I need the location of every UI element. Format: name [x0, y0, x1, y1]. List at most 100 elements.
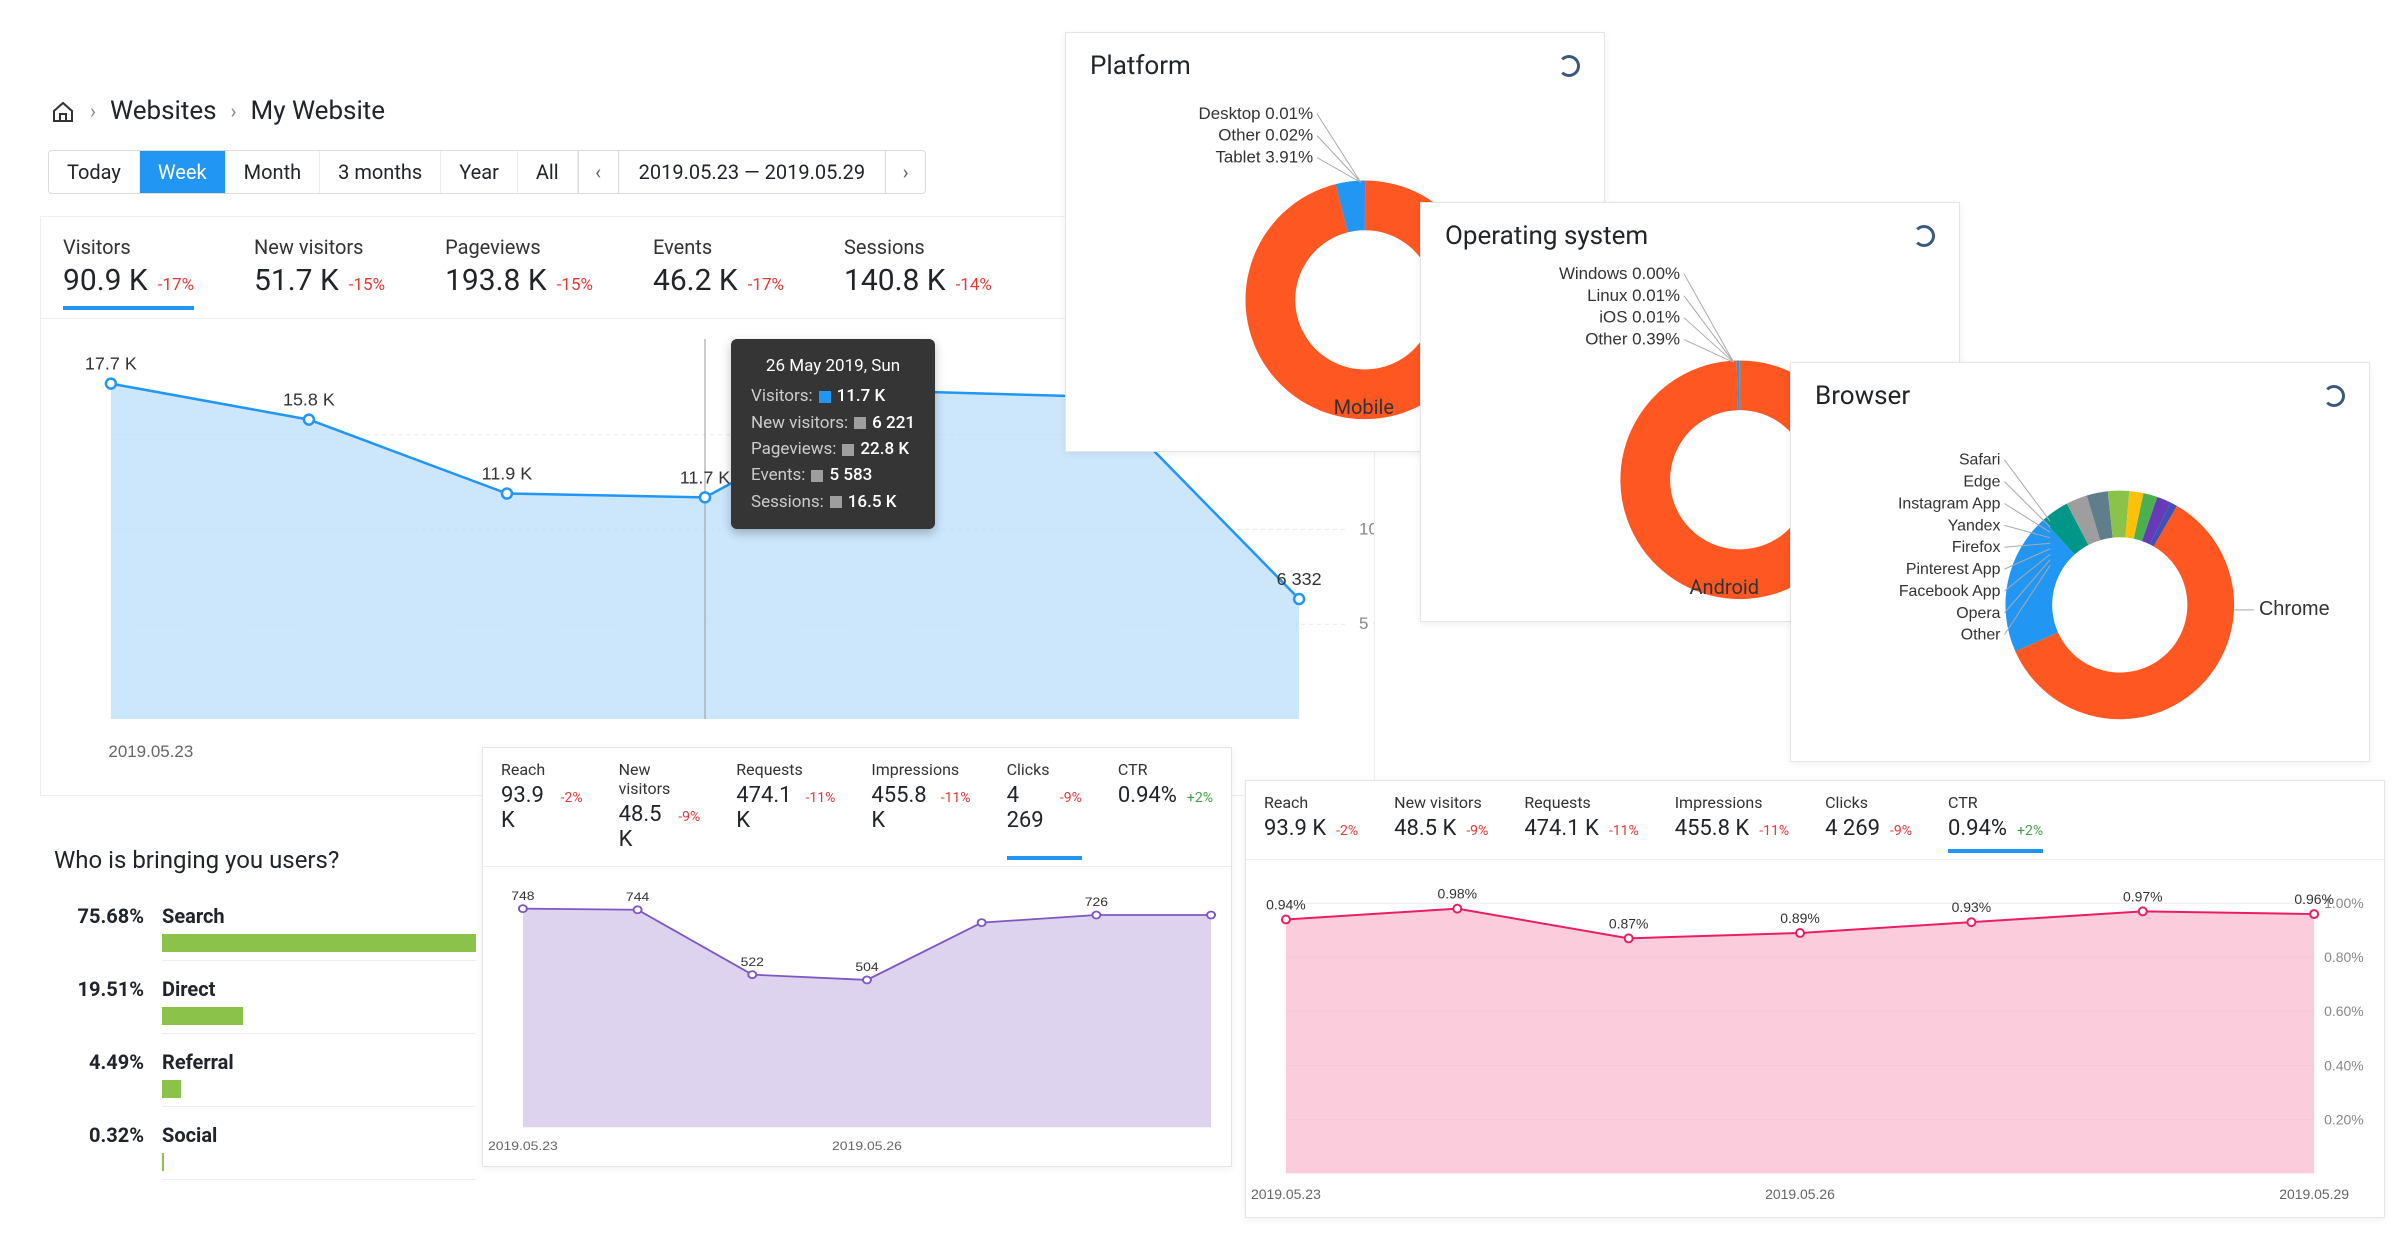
- metric-label: Reach: [1264, 793, 1358, 812]
- metric-label: New visitors: [619, 760, 701, 798]
- svg-text:522: 522: [741, 955, 764, 969]
- metric-clicks[interactable]: Clicks 4 269 -9%: [1825, 793, 1912, 853]
- metric-value: 140.8 K: [844, 263, 946, 298]
- chart-tooltip: 26 May 2019, SunVisitors:11.7 KNew visit…: [731, 339, 935, 529]
- metric-value: 93.9 K: [501, 783, 551, 833]
- refresh-icon[interactable]: [1558, 55, 1580, 77]
- svg-text:6 332: 6 332: [1277, 569, 1322, 589]
- metric-value: 46.2 K: [653, 263, 738, 298]
- source-pct: 0.32%: [54, 1123, 144, 1147]
- svg-text:748: 748: [511, 889, 534, 903]
- period-week[interactable]: Week: [140, 151, 226, 193]
- metric-delta: -2%: [561, 790, 583, 806]
- period-all[interactable]: All: [518, 151, 578, 193]
- metric-new-visitors[interactable]: New visitors 51.7 K -15%: [254, 235, 385, 310]
- svg-text:504: 504: [855, 960, 878, 974]
- metric-sessions[interactable]: Sessions 140.8 K -14%: [844, 235, 992, 310]
- svg-text:Instagram App: Instagram App: [1898, 495, 2001, 512]
- svg-text:Yandex: Yandex: [1948, 517, 2001, 534]
- period-year[interactable]: Year: [441, 151, 518, 193]
- period-selector: TodayWeekMonth3 monthsYearAll‹2019.05.23…: [48, 150, 926, 194]
- svg-text:17.7 K: 17.7 K: [85, 354, 137, 374]
- metric-ctr[interactable]: CTR 0.94% +2%: [1118, 760, 1213, 860]
- ctr-chart: 0.20%0.40%0.60%0.80%1.00%0.94%0.98%0.87%…: [1246, 860, 2384, 1217]
- svg-text:Safari: Safari: [1959, 452, 2001, 469]
- metric-value: 455.8 K: [871, 783, 930, 833]
- metric-requests[interactable]: Requests 474.1 K -11%: [736, 760, 835, 860]
- svg-text:0.93%: 0.93%: [1952, 899, 1992, 915]
- metric-impressions[interactable]: Impressions 455.8 K -11%: [871, 760, 970, 860]
- period-today[interactable]: Today: [49, 151, 140, 193]
- svg-text:Other 0.39%: Other 0.39%: [1585, 330, 1680, 349]
- svg-text:0.87%: 0.87%: [1609, 915, 1649, 931]
- metric-clicks[interactable]: Clicks 4 269 -9%: [1007, 760, 1082, 860]
- metric-events[interactable]: Events 46.2 K -17%: [653, 235, 784, 310]
- svg-text:2019.05.23: 2019.05.23: [488, 1139, 558, 1153]
- metric-new-visitors[interactable]: New visitors 48.5 K -9%: [619, 760, 701, 860]
- source-name: Social: [162, 1123, 217, 1147]
- refresh-icon[interactable]: [1913, 225, 1935, 247]
- svg-text:Pinterest App: Pinterest App: [1906, 561, 2001, 578]
- svg-text:Facebook App: Facebook App: [1899, 583, 2001, 600]
- metric-ctr[interactable]: CTR 0.94% +2%: [1948, 793, 2043, 853]
- metric-label: CTR: [1118, 760, 1213, 779]
- period-range[interactable]: 2019.05.23 — 2019.05.29: [618, 151, 885, 193]
- metric-label: Requests: [1524, 793, 1638, 812]
- metric-pageviews[interactable]: Pageviews 193.8 K -15%: [445, 235, 593, 310]
- svg-text:Tablet 3.91%: Tablet 3.91%: [1215, 148, 1313, 167]
- platform-title: Platform: [1090, 51, 1191, 81]
- metric-value: 455.8 K: [1675, 816, 1750, 841]
- metric-visitors[interactable]: Visitors 90.9 K -17%: [63, 235, 194, 310]
- source-pct: 75.68%: [54, 904, 144, 928]
- period-prev-button[interactable]: ‹: [578, 151, 618, 193]
- metric-value: 4 269: [1007, 783, 1050, 833]
- svg-text:0.80%: 0.80%: [2324, 949, 2364, 965]
- svg-text:0.98%: 0.98%: [1438, 886, 1478, 902]
- home-icon[interactable]: [50, 100, 76, 122]
- metric-value: 474.1 K: [736, 783, 795, 833]
- clicks-panel: Reach 93.9 K -2% New visitors 48.5 K -9% R…: [482, 747, 1232, 1167]
- metric-label: CTR: [1948, 793, 2043, 812]
- period-3-months[interactable]: 3 months: [320, 151, 441, 193]
- breadcrumb-websites[interactable]: Websites: [110, 96, 217, 126]
- browser-title: Browser: [1815, 381, 1910, 411]
- metric-value: 48.5 K: [1394, 816, 1456, 841]
- metric-delta: -17%: [748, 275, 784, 295]
- metric-delta: -14%: [956, 275, 992, 295]
- metric-delta: -11%: [941, 790, 971, 806]
- metric-reach[interactable]: Reach 93.9 K -2%: [1264, 793, 1358, 853]
- svg-text:Other: Other: [1961, 627, 2001, 644]
- metric-value: 48.5 K: [619, 802, 669, 852]
- clicks-metrics-row: Reach 93.9 K -2% New visitors 48.5 K -9% R…: [483, 748, 1231, 867]
- metric-delta: -9%: [1060, 790, 1082, 806]
- svg-text:2019.05.26: 2019.05.26: [832, 1139, 902, 1153]
- period-next-button[interactable]: ›: [885, 151, 925, 193]
- metric-impressions[interactable]: Impressions 455.8 K -11%: [1675, 793, 1789, 853]
- svg-text:11.7 K: 11.7 K: [680, 467, 731, 487]
- svg-text:5 000: 5 000: [1359, 614, 1374, 633]
- metric-delta: -9%: [678, 809, 700, 825]
- source-social[interactable]: 0.32% Social: [40, 1113, 490, 1186]
- svg-text:Edge: Edge: [1963, 474, 2000, 491]
- breadcrumb: › Websites › My Website: [50, 96, 385, 126]
- metric-label: Visitors: [63, 235, 194, 259]
- browser-card: Browser ChromeSafariEdgeInstagram AppYan…: [1790, 362, 2370, 762]
- metric-new-visitors[interactable]: New visitors 48.5 K -9%: [1394, 793, 1488, 853]
- metric-label: Events: [653, 235, 784, 259]
- source-search[interactable]: 75.68% Search: [40, 894, 490, 967]
- metric-value: 193.8 K: [445, 263, 547, 298]
- metric-requests[interactable]: Requests 474.1 K -11%: [1524, 793, 1638, 853]
- traffic-sources-title: Who is bringing you users?: [40, 820, 490, 894]
- source-direct[interactable]: 19.51% Direct: [40, 967, 490, 1040]
- source-referral[interactable]: 4.49% Referral: [40, 1040, 490, 1113]
- refresh-icon[interactable]: [2323, 385, 2345, 407]
- metric-label: Pageviews: [445, 235, 593, 259]
- svg-text:726: 726: [1085, 895, 1108, 909]
- svg-text:0.89%: 0.89%: [1780, 910, 1820, 926]
- svg-text:10.0 K: 10.0 K: [1359, 520, 1374, 539]
- metric-delta: -11%: [1609, 823, 1639, 839]
- metric-reach[interactable]: Reach 93.9 K -2%: [501, 760, 583, 860]
- period-month[interactable]: Month: [226, 151, 320, 193]
- source-name: Direct: [162, 977, 215, 1001]
- metric-delta: +2%: [2017, 823, 2043, 839]
